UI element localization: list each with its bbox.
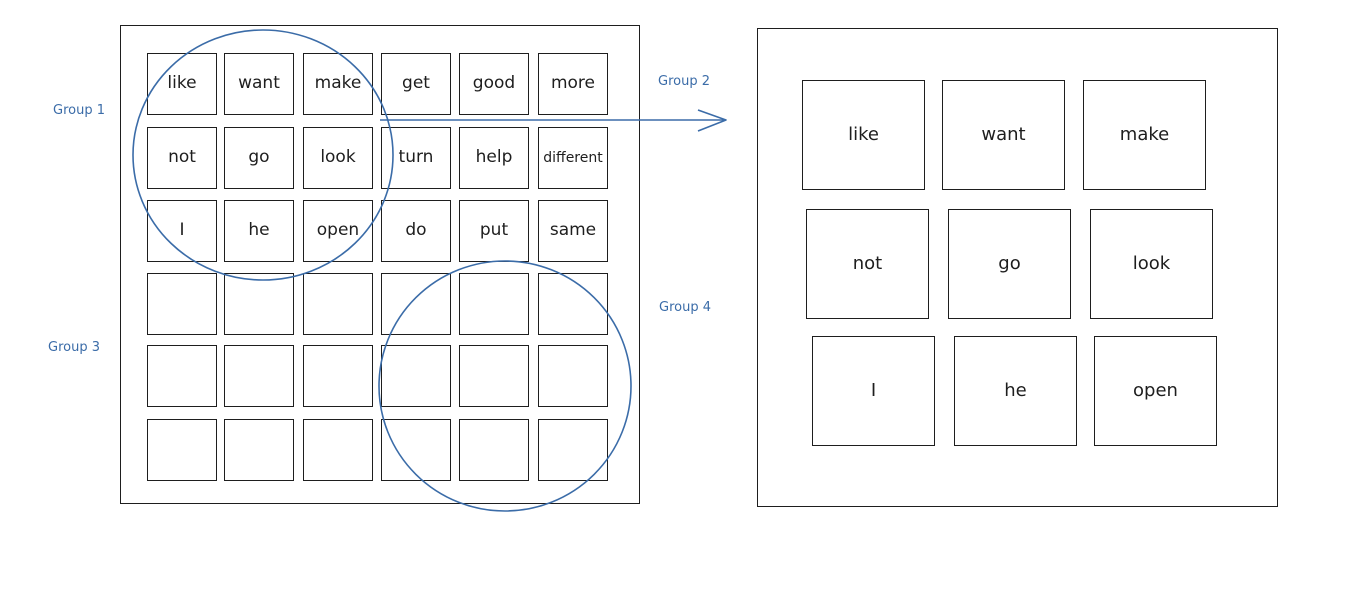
word-tile-do: do <box>381 200 451 262</box>
word-tile-different: different <box>538 127 608 189</box>
selected-word-tile-open: open <box>1094 336 1217 446</box>
word-tile-open: open <box>303 200 373 262</box>
word-tile-more: more <box>538 53 608 115</box>
word-tile-look: look <box>303 127 373 189</box>
empty-tile <box>303 345 373 407</box>
selected-word-tile-not: not <box>806 209 929 319</box>
empty-tile <box>224 345 294 407</box>
word-tile-get: get <box>381 53 451 115</box>
empty-tile <box>303 273 373 335</box>
empty-tile <box>224 273 294 335</box>
group-2-label: Group 2 <box>658 74 710 89</box>
word-tile-want: want <box>224 53 294 115</box>
word-tile-help: help <box>459 127 529 189</box>
word-tile-same: same <box>538 200 608 262</box>
word-tile-go: go <box>224 127 294 189</box>
empty-tile <box>147 273 217 335</box>
right-board <box>757 28 1278 507</box>
empty-tile <box>381 273 451 335</box>
word-tile-i: I <box>147 200 217 262</box>
selected-word-tile-make: make <box>1083 80 1206 190</box>
empty-tile <box>147 419 217 481</box>
empty-tile <box>224 419 294 481</box>
word-tile-not: not <box>147 127 217 189</box>
group-1-label: Group 1 <box>53 103 105 118</box>
word-tile-he: he <box>224 200 294 262</box>
word-tile-like: like <box>147 53 217 115</box>
selected-word-tile-look: look <box>1090 209 1213 319</box>
group-4-label: Group 4 <box>659 300 711 315</box>
selected-word-tile-like: like <box>802 80 925 190</box>
group-2-arrow-head <box>697 109 727 132</box>
empty-tile <box>459 273 529 335</box>
word-tile-turn: turn <box>381 127 451 189</box>
word-tile-put: put <box>459 200 529 262</box>
empty-tile <box>303 419 373 481</box>
empty-tile <box>147 345 217 407</box>
empty-tile <box>381 345 451 407</box>
empty-tile <box>381 419 451 481</box>
selected-word-tile-want: want <box>942 80 1065 190</box>
word-tile-good: good <box>459 53 529 115</box>
empty-tile <box>538 345 608 407</box>
group-3-label: Group 3 <box>48 340 100 355</box>
empty-tile <box>459 419 529 481</box>
empty-tile <box>538 419 608 481</box>
selected-word-tile-go: go <box>948 209 1071 319</box>
empty-tile <box>459 345 529 407</box>
empty-tile <box>538 273 608 335</box>
selected-word-tile-he: he <box>954 336 1077 446</box>
word-tile-make: make <box>303 53 373 115</box>
selected-word-tile-i: I <box>812 336 935 446</box>
